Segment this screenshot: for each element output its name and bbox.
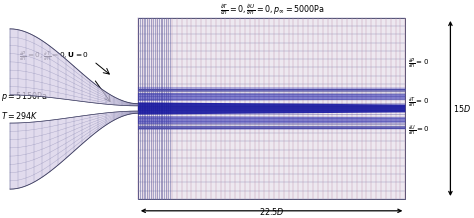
Text: $\frac{\partial P}{\partial n}=0$: $\frac{\partial P}{\partial n}=0$ <box>408 56 428 71</box>
Polygon shape <box>10 111 138 189</box>
Text: $\frac{\partial T}{\partial n}=0$: $\frac{\partial T}{\partial n}=0$ <box>408 95 428 110</box>
Text: $T=294K$: $T=294K$ <box>0 110 38 121</box>
Text: $\frac{\partial T}{\partial n}=0, \frac{\partial U}{\partial n}=0, p_{\infty}=50: $\frac{\partial T}{\partial n}=0, \frac{… <box>220 2 325 17</box>
Polygon shape <box>138 116 405 124</box>
Text: $\frac{\partial U}{\partial n}=0$: $\frac{\partial U}{\partial n}=0$ <box>408 124 429 138</box>
Text: $\frac{\partial P}{\partial n}=0, \frac{\partial T}{\partial n}=0, \mathbf{U}=0$: $\frac{\partial P}{\partial n}=0, \frac{… <box>19 50 89 64</box>
Polygon shape <box>138 18 405 199</box>
Polygon shape <box>138 87 405 91</box>
Polygon shape <box>138 126 405 130</box>
Polygon shape <box>10 29 138 106</box>
Polygon shape <box>138 102 405 114</box>
Text: $p=5150\mathrm{Pa}$: $p=5150\mathrm{Pa}$ <box>0 90 47 102</box>
Text: $22.5D$: $22.5D$ <box>259 206 284 217</box>
Text: $15D$: $15D$ <box>453 103 471 114</box>
Polygon shape <box>138 93 405 101</box>
